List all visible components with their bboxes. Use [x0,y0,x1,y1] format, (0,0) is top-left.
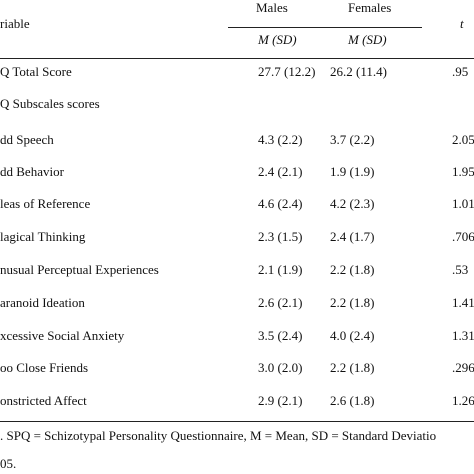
cell-females: 4.0 (2.4) [330,328,375,343]
cell-t: 1.01 [452,196,474,211]
cell-t: .95 [452,64,469,79]
cell-females: 4.2 (2.3) [330,196,375,211]
cell-females: 1.9 (1.9) [330,164,375,179]
header-t: t [460,16,464,31]
cell-males: 2.9 (2.1) [258,393,303,408]
cell-label: nusual Perceptual Experiences [0,262,159,277]
cell-label: dd Speech [0,132,54,147]
cell-males: 27.7 (12.2) [258,64,316,79]
header-variable: riable [0,16,30,31]
cell-females: 2.4 (1.7) [330,229,375,244]
cell-t: .706 [452,229,474,244]
cell-males: 2.3 (1.5) [258,229,303,244]
cell-females: 26.2 (11.4) [330,64,387,79]
cell-females: 2.6 (1.8) [330,393,375,408]
cell-females: 3.7 (2.2) [330,132,375,147]
cell-label: onstricted Affect [0,393,87,408]
header-subrule [228,27,422,28]
cell-males: 4.6 (2.4) [258,196,303,211]
table-bottom-rule [0,421,474,423]
cell-label: leas of Reference [0,196,91,211]
cell-label: lagical Thinking [0,229,86,244]
cell-males: 3.0 (2.0) [258,360,303,375]
cell-label: dd Behavior [0,164,64,179]
cell-t: 1.26 [452,393,474,408]
cell-t: .296 [452,360,474,375]
header-males: Males [256,0,288,15]
cell-males: 2.1 (1.9) [258,262,303,277]
cell-t: 1.41 [452,295,474,310]
cell-label: xcessive Social Anxiety [0,328,125,343]
cell-label: Q Total Score [0,64,72,79]
cell-females: 2.2 (1.8) [330,295,375,310]
table-note-2: 05. [0,456,17,471]
cell-label: Q Subscales scores [0,96,100,111]
cell-t: 1.95 [452,164,474,179]
table-note: . SPQ = Schizotypal Personality Question… [0,428,437,443]
header-males-sub: M (SD) [258,32,297,47]
cell-t: .53 [452,262,469,277]
header-females-sub: M (SD) [348,32,387,47]
cell-t: 2.05 [452,132,474,147]
cell-females: 2.2 (1.8) [330,360,375,375]
cell-males: 2.6 (2.1) [258,295,303,310]
cell-label: aranoid Ideation [0,295,85,310]
cell-t: 1.31 [452,328,474,343]
header-bottom-rule [0,58,474,60]
cell-males: 2.4 (2.1) [258,164,303,179]
header-females: Females [348,0,392,15]
cell-females: 2.2 (1.8) [330,262,375,277]
cell-males: 3.5 (2.4) [258,328,303,343]
cell-label: oo Close Friends [0,360,89,375]
cell-males: 4.3 (2.2) [258,132,303,147]
